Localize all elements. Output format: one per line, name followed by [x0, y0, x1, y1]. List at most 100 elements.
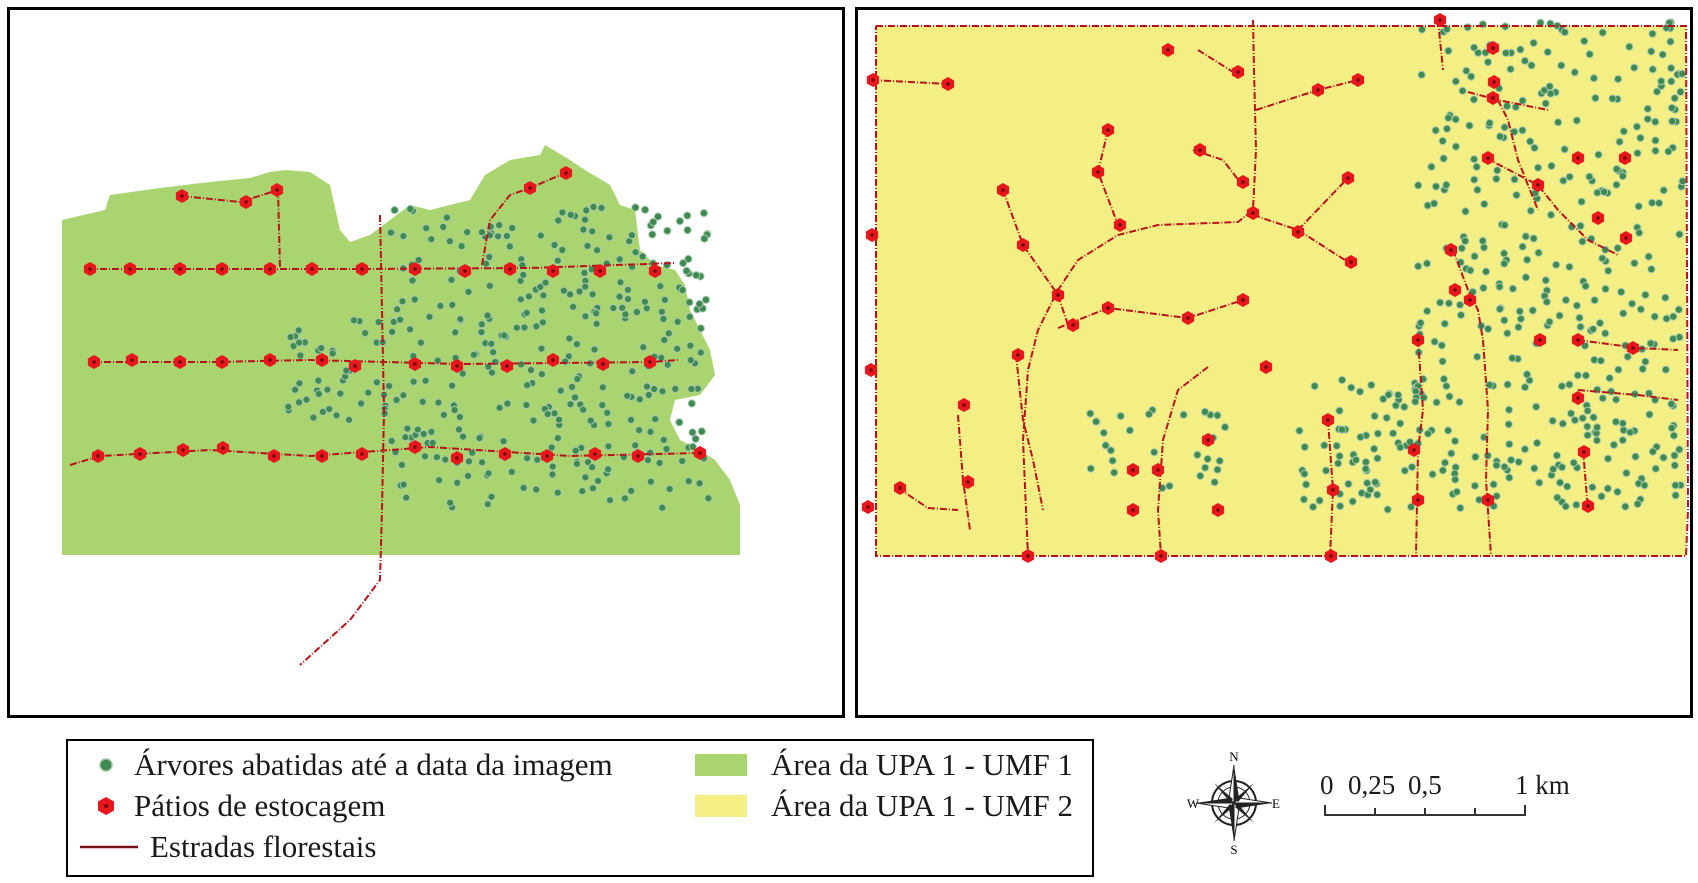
felled-tree	[1666, 37, 1675, 46]
compass-e: E	[1272, 796, 1280, 811]
felled-tree	[478, 458, 487, 467]
felled-tree	[635, 426, 644, 435]
felled-tree	[483, 311, 492, 320]
felled-tree	[1456, 503, 1465, 513]
forest-road	[69, 445, 701, 466]
felled-tree	[1108, 456, 1117, 465]
felled-tree	[1508, 354, 1517, 363]
felled-tree	[1676, 87, 1685, 97]
felled-tree	[1591, 94, 1600, 103]
felled-tree	[1655, 199, 1664, 208]
storage-yard	[1486, 41, 1500, 55]
legend-umf2: Área da UPA 1 - UMF 2	[695, 788, 1073, 824]
felled-tree	[436, 301, 445, 310]
felled-tree	[627, 231, 637, 240]
felled-tree	[553, 256, 562, 265]
felled-tree	[590, 345, 599, 354]
forest-road	[1297, 177, 1349, 231]
storage-yard	[458, 264, 472, 278]
felled-tree	[399, 391, 408, 400]
felled-tree	[569, 302, 578, 311]
map-legend: Árvores abatidas até a data da imagem Pá…	[66, 739, 1094, 877]
felled-tree	[1505, 473, 1514, 482]
felled-tree	[659, 314, 668, 324]
umf2-swatch	[695, 795, 747, 817]
felled-tree	[1432, 398, 1441, 407]
felled-tree	[446, 498, 455, 507]
felled-tree	[695, 479, 704, 488]
felled-tree	[1299, 495, 1308, 504]
felled-tree	[1361, 464, 1370, 473]
felled-tree	[1478, 236, 1487, 245]
felled-tree	[1470, 481, 1480, 490]
felled-tree	[592, 309, 601, 318]
storage-yard	[408, 357, 422, 371]
felled-tree	[581, 282, 590, 291]
felled-tree	[328, 349, 337, 358]
felled-tree	[284, 402, 293, 411]
felled-tree	[1549, 465, 1558, 474]
felled-tree	[1560, 145, 1569, 154]
felled-tree	[658, 503, 667, 512]
felled-tree	[588, 463, 597, 472]
felled-tree	[1528, 306, 1537, 315]
felled-tree	[1572, 500, 1581, 509]
felled-tree	[1416, 318, 1425, 328]
felled-tree	[1440, 319, 1449, 328]
felled-tree	[1373, 454, 1382, 463]
felled-tree	[701, 295, 711, 304]
felled-tree	[485, 252, 494, 262]
felled-tree	[550, 409, 559, 418]
forest-road	[1467, 91, 1549, 111]
felled-tree	[1561, 502, 1570, 511]
forest-road	[1015, 354, 1044, 511]
felled-tree	[523, 454, 532, 463]
felled-tree	[1500, 259, 1509, 268]
felled-tree	[342, 366, 351, 375]
felled-tree	[487, 368, 497, 377]
felled-tree	[519, 483, 528, 492]
storage-yard	[175, 189, 189, 203]
felled-tree	[649, 217, 658, 227]
storage-yard	[1193, 143, 1207, 157]
storage-yard	[1487, 75, 1501, 89]
felled-tree	[1522, 370, 1532, 379]
felled-tree	[1472, 162, 1481, 171]
felled-tree	[1501, 48, 1511, 58]
felled-tree	[1592, 436, 1602, 445]
felled-tree	[639, 343, 648, 352]
felled-tree	[1444, 426, 1453, 435]
felled-tree	[537, 370, 547, 379]
felled-tree	[1617, 287, 1626, 297]
felled-tree	[1561, 296, 1571, 305]
map-umf1	[62, 145, 740, 666]
felled-tree	[487, 492, 496, 501]
felled-tree	[605, 233, 614, 242]
felled-tree	[598, 383, 608, 392]
felled-tree	[302, 395, 311, 404]
felled-tree	[344, 415, 354, 424]
felled-tree	[468, 448, 477, 457]
felled-tree	[1669, 334, 1678, 343]
storage-yard	[1011, 348, 1025, 362]
scale-label-025: 0,25	[1348, 770, 1396, 800]
felled-tree	[1508, 284, 1518, 293]
felled-tree	[1495, 282, 1504, 291]
felled-tree	[349, 316, 359, 325]
felled-tree	[1565, 172, 1574, 181]
felled-tree	[1485, 118, 1494, 128]
felled-tree	[1338, 375, 1347, 385]
felled-tree	[419, 429, 428, 439]
tree-dot-icon	[99, 758, 113, 772]
felled-tree	[526, 365, 536, 375]
felled-tree	[1648, 65, 1657, 74]
felled-tree	[1503, 329, 1512, 338]
felled-tree	[323, 385, 332, 394]
storage-yard	[83, 262, 97, 276]
felled-tree	[575, 287, 584, 296]
felled-tree	[581, 312, 590, 321]
felled-tree	[390, 206, 399, 215]
storage-yard	[864, 363, 878, 377]
felled-tree	[1647, 47, 1656, 56]
felled-tree	[688, 428, 697, 437]
